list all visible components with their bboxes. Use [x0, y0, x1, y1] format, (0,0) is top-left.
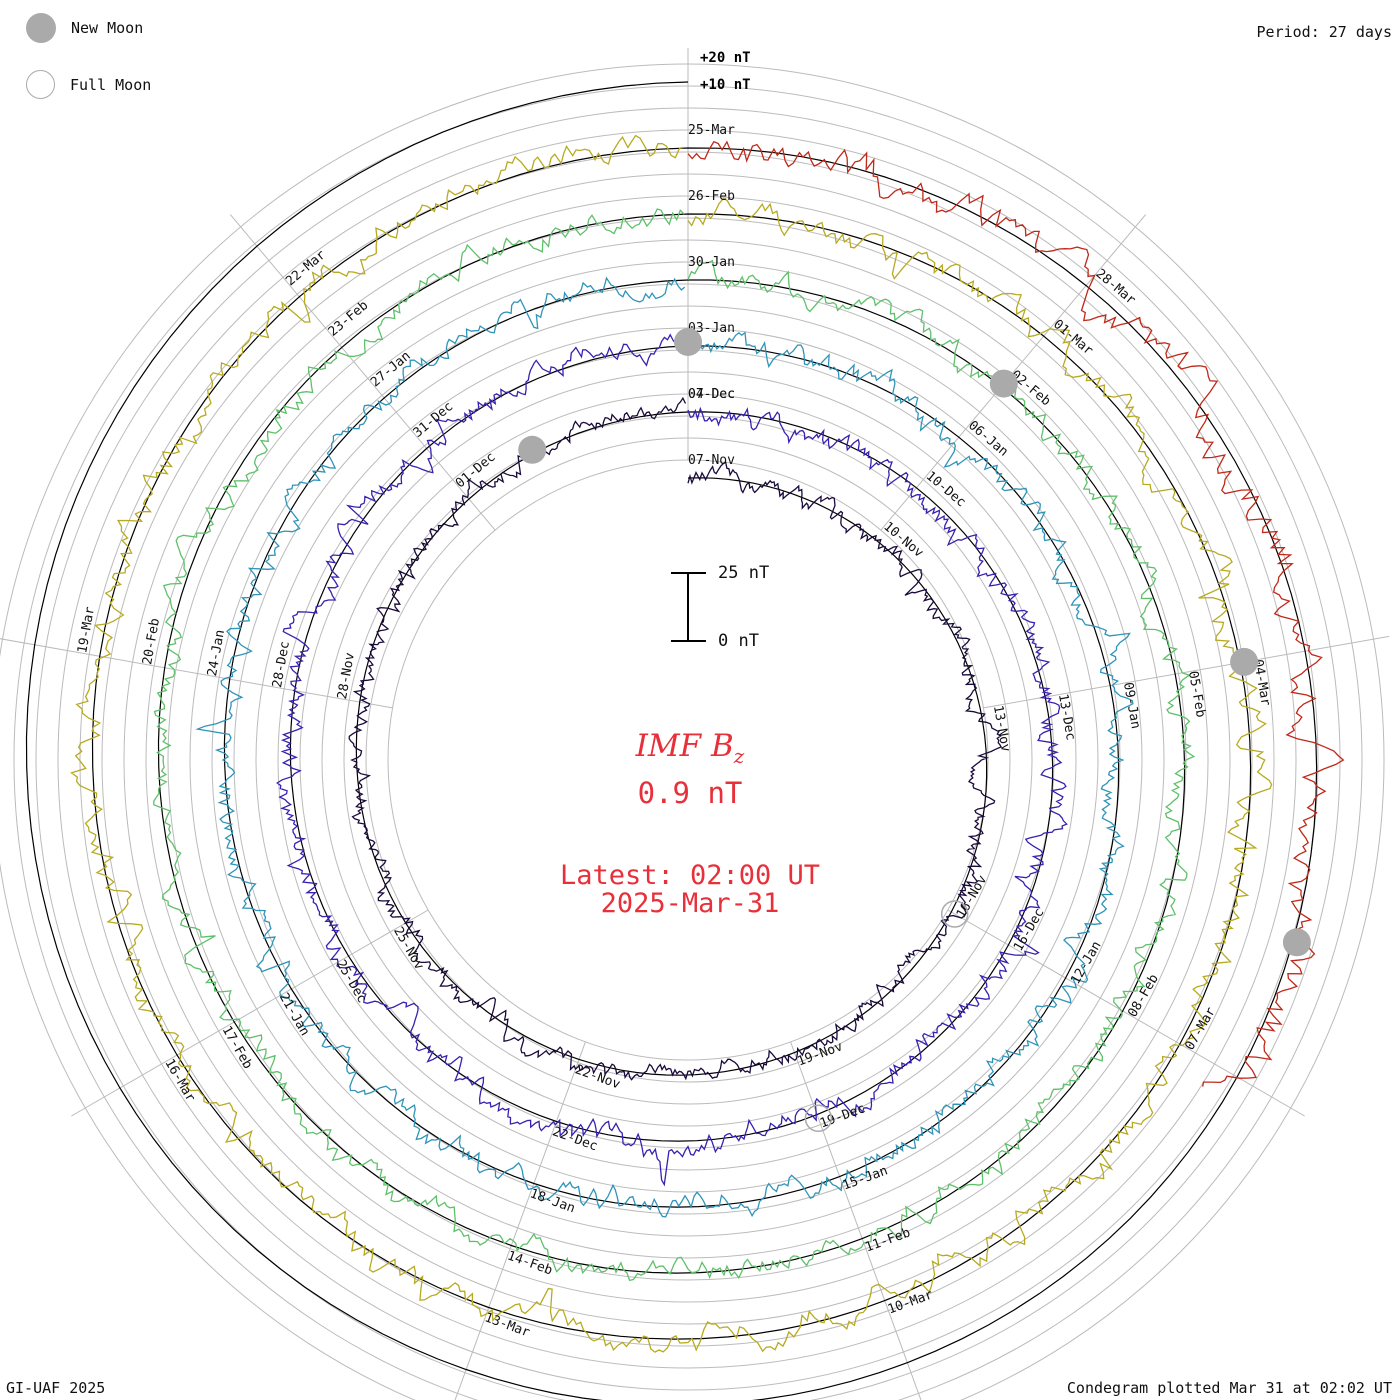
grid-spoke — [229, 214, 496, 531]
legend-new-moon-label: New Moon — [71, 19, 144, 37]
date-label: 26-Feb — [688, 189, 735, 204]
legend-new-moon: New Moon — [26, 13, 143, 43]
date-label: 05-Feb — [1185, 670, 1208, 719]
series-line — [687, 140, 1345, 1087]
date-label: 25-Mar — [688, 123, 735, 138]
date-label: 13-Mar — [483, 1310, 532, 1340]
outer-ring-label-20: +20 nT — [700, 50, 751, 66]
full-moon-marker — [940, 900, 969, 928]
series-line — [70, 134, 1273, 1353]
date-label: 01-Mar — [1050, 317, 1096, 359]
scale-top-label: 25 nT — [718, 563, 770, 583]
date-label: 18-Jan — [528, 1186, 577, 1216]
date-label: 22-Dec — [550, 1124, 599, 1154]
date-label: 10-Nov — [880, 519, 926, 561]
full-moon-icon — [26, 70, 55, 99]
date-label: 19-Nov — [796, 1039, 845, 1069]
new-moon-marker — [518, 435, 547, 464]
date-label: 25-Nov — [390, 925, 427, 973]
new-moon-marker — [989, 369, 1018, 398]
date-label: 15-Jan — [841, 1163, 890, 1193]
date-label: 17-Feb — [219, 1024, 256, 1072]
date-label: 20-Feb — [140, 617, 163, 666]
new-moon-icon — [26, 13, 56, 43]
date-label: 21-Jan — [276, 991, 312, 1039]
date-label: 07-Nov — [688, 453, 735, 468]
moon-markers — [518, 328, 1311, 1133]
date-label: 09-Jan — [1120, 681, 1143, 730]
new-moon-marker — [674, 328, 702, 356]
series-layer — [25, 81, 1345, 1400]
full-moon-marker — [804, 1104, 833, 1133]
grid-spoke — [0, 638, 393, 709]
date-label: 19-Mar — [75, 605, 98, 654]
grid-spoke — [983, 635, 1390, 709]
date-label: 06-Jan — [965, 418, 1011, 460]
date-label: 25-Dec — [333, 958, 369, 1006]
date-label: 07-Dec — [688, 387, 735, 402]
grid-spoke — [71, 909, 429, 1117]
new-moon-marker — [1230, 647, 1259, 676]
outer-ring-labels: +20 nT +10 nT — [700, 50, 751, 93]
legend-full-moon: Full Moon — [26, 70, 151, 99]
chart-title-main: IMF B — [635, 728, 734, 764]
latest-time: Latest: 02:00 UT — [559, 860, 821, 891]
series-line — [276, 333, 1068, 1187]
date-label: 27-Jan — [368, 349, 414, 391]
date-label: 11-Feb — [863, 1225, 912, 1255]
series-line — [195, 276, 1134, 1218]
date-label: 28-Mar — [1093, 266, 1139, 308]
new-moon-marker — [1282, 928, 1311, 957]
date-label: 03-Jan — [688, 321, 735, 336]
date-label: 10-Mar — [886, 1287, 935, 1317]
outer-ring-label-10: +10 nT — [700, 77, 751, 93]
grid-spoke — [454, 1041, 586, 1400]
plotted-label: Condegram plotted Mar 31 at 02:02 UT — [1066, 1379, 1392, 1397]
date-label: 10-Dec — [923, 469, 969, 511]
period-label: Period: 27 days — [1256, 23, 1392, 41]
polar-grid — [0, 48, 1390, 1400]
grid-spoke — [790, 1041, 922, 1400]
grid-spoke — [880, 214, 1147, 531]
latest-date: 2025-Mar-31 — [600, 888, 780, 919]
current-value: 0.9 nT — [637, 776, 743, 810]
credit-label: GI-UAF 2025 — [6, 1379, 106, 1397]
date-label: 04-Dec — [688, 387, 735, 402]
series-line — [153, 208, 1196, 1282]
chart-title: IMF Bz — [500, 728, 880, 768]
chart-title-subscript: z — [733, 744, 745, 769]
date-label: 30-Jan — [688, 255, 735, 270]
scale-bottom-label: 0 nT — [718, 631, 759, 651]
date-label: 19-Dec — [818, 1101, 867, 1131]
grid-spoke — [947, 909, 1305, 1117]
date-label: 23-Feb — [326, 298, 372, 340]
series-line — [348, 396, 1003, 1081]
scale-bar — [671, 572, 706, 642]
date-label: 14-Feb — [505, 1248, 554, 1278]
date-label: 13-Dec — [1055, 693, 1078, 742]
date-label: 16-Mar — [161, 1057, 198, 1105]
legend-full-moon-label: Full Moon — [70, 75, 152, 94]
